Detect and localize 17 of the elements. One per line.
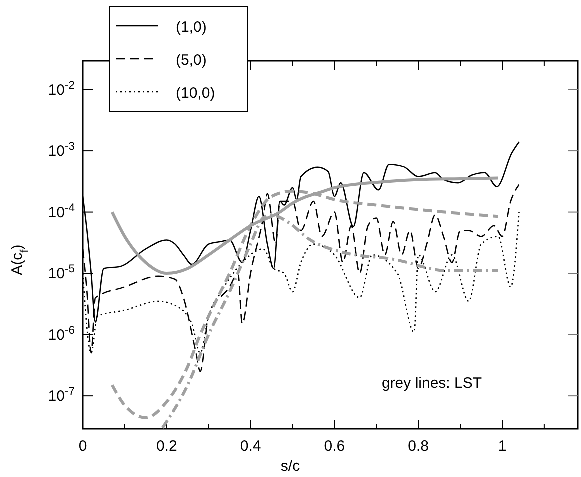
- y-tick-label: 10$^{-6}$: [48, 324, 75, 344]
- x-tick-label: 0.2: [156, 438, 178, 455]
- x-tick-label: 0.4: [240, 438, 262, 455]
- x-tick-label: 0: [78, 438, 88, 455]
- legend-label: (1,0): [176, 19, 207, 36]
- x-axis-title: s/c: [280, 458, 301, 475]
- legend-label: (5,0): [176, 52, 207, 69]
- legend-label: (10,0): [176, 85, 216, 102]
- y-tick-label: 10$^{-3}$: [48, 141, 75, 160]
- y-tick-label: 10$^{-4}$: [48, 202, 75, 222]
- x-tick-label: 1: [498, 438, 507, 455]
- y-tick-label: 10$^{-5}$: [48, 264, 75, 283]
- annotation: grey lines: LST: [382, 375, 482, 392]
- x-tick-label: 0.6: [324, 438, 346, 455]
- y-tick-label: 10$^{-7}$: [48, 386, 75, 406]
- y-tick-label: 10$^{-2}$: [48, 80, 75, 99]
- x-tick-label: 0.8: [408, 438, 430, 455]
